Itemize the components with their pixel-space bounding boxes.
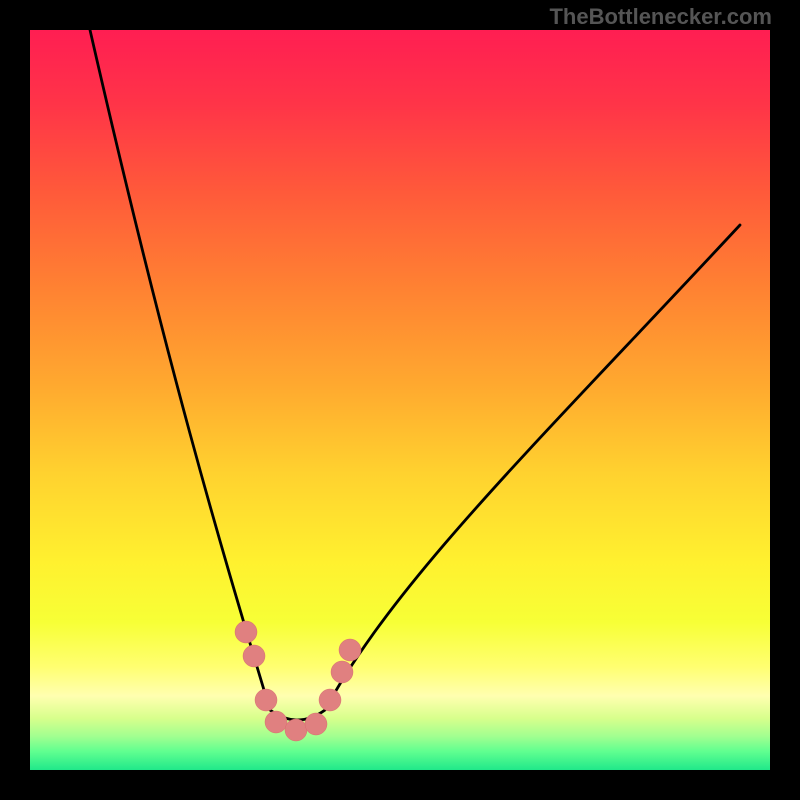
data-marker — [235, 621, 257, 643]
watermark-text: TheBottlenecker.com — [549, 4, 772, 30]
data-marker — [319, 689, 341, 711]
data-marker — [339, 639, 361, 661]
data-marker — [243, 645, 265, 667]
chart-frame: TheBottlenecker.com — [0, 0, 800, 800]
data-marker — [255, 689, 277, 711]
data-marker — [285, 719, 307, 741]
chart-background — [30, 30, 770, 770]
bottleneck-chart — [0, 0, 800, 800]
data-marker — [265, 711, 287, 733]
data-marker — [331, 661, 353, 683]
data-marker — [305, 713, 327, 735]
